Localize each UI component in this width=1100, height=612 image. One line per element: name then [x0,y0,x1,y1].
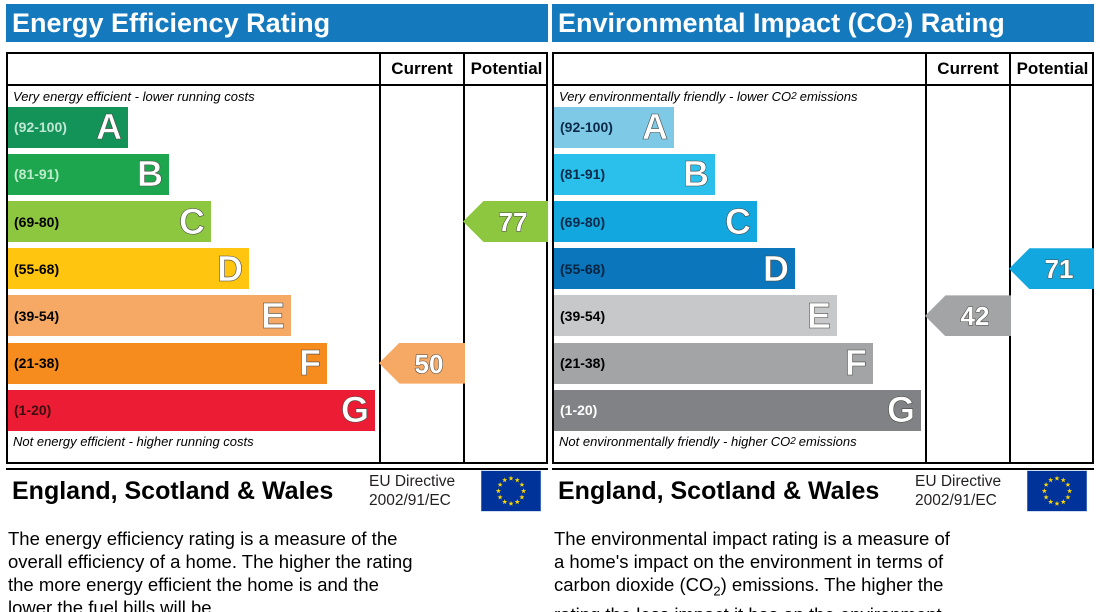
svg-text:42: 42 [961,301,990,331]
svg-text:50: 50 [415,349,444,379]
svg-text:77: 77 [499,207,528,237]
svg-text:71: 71 [1045,254,1074,284]
